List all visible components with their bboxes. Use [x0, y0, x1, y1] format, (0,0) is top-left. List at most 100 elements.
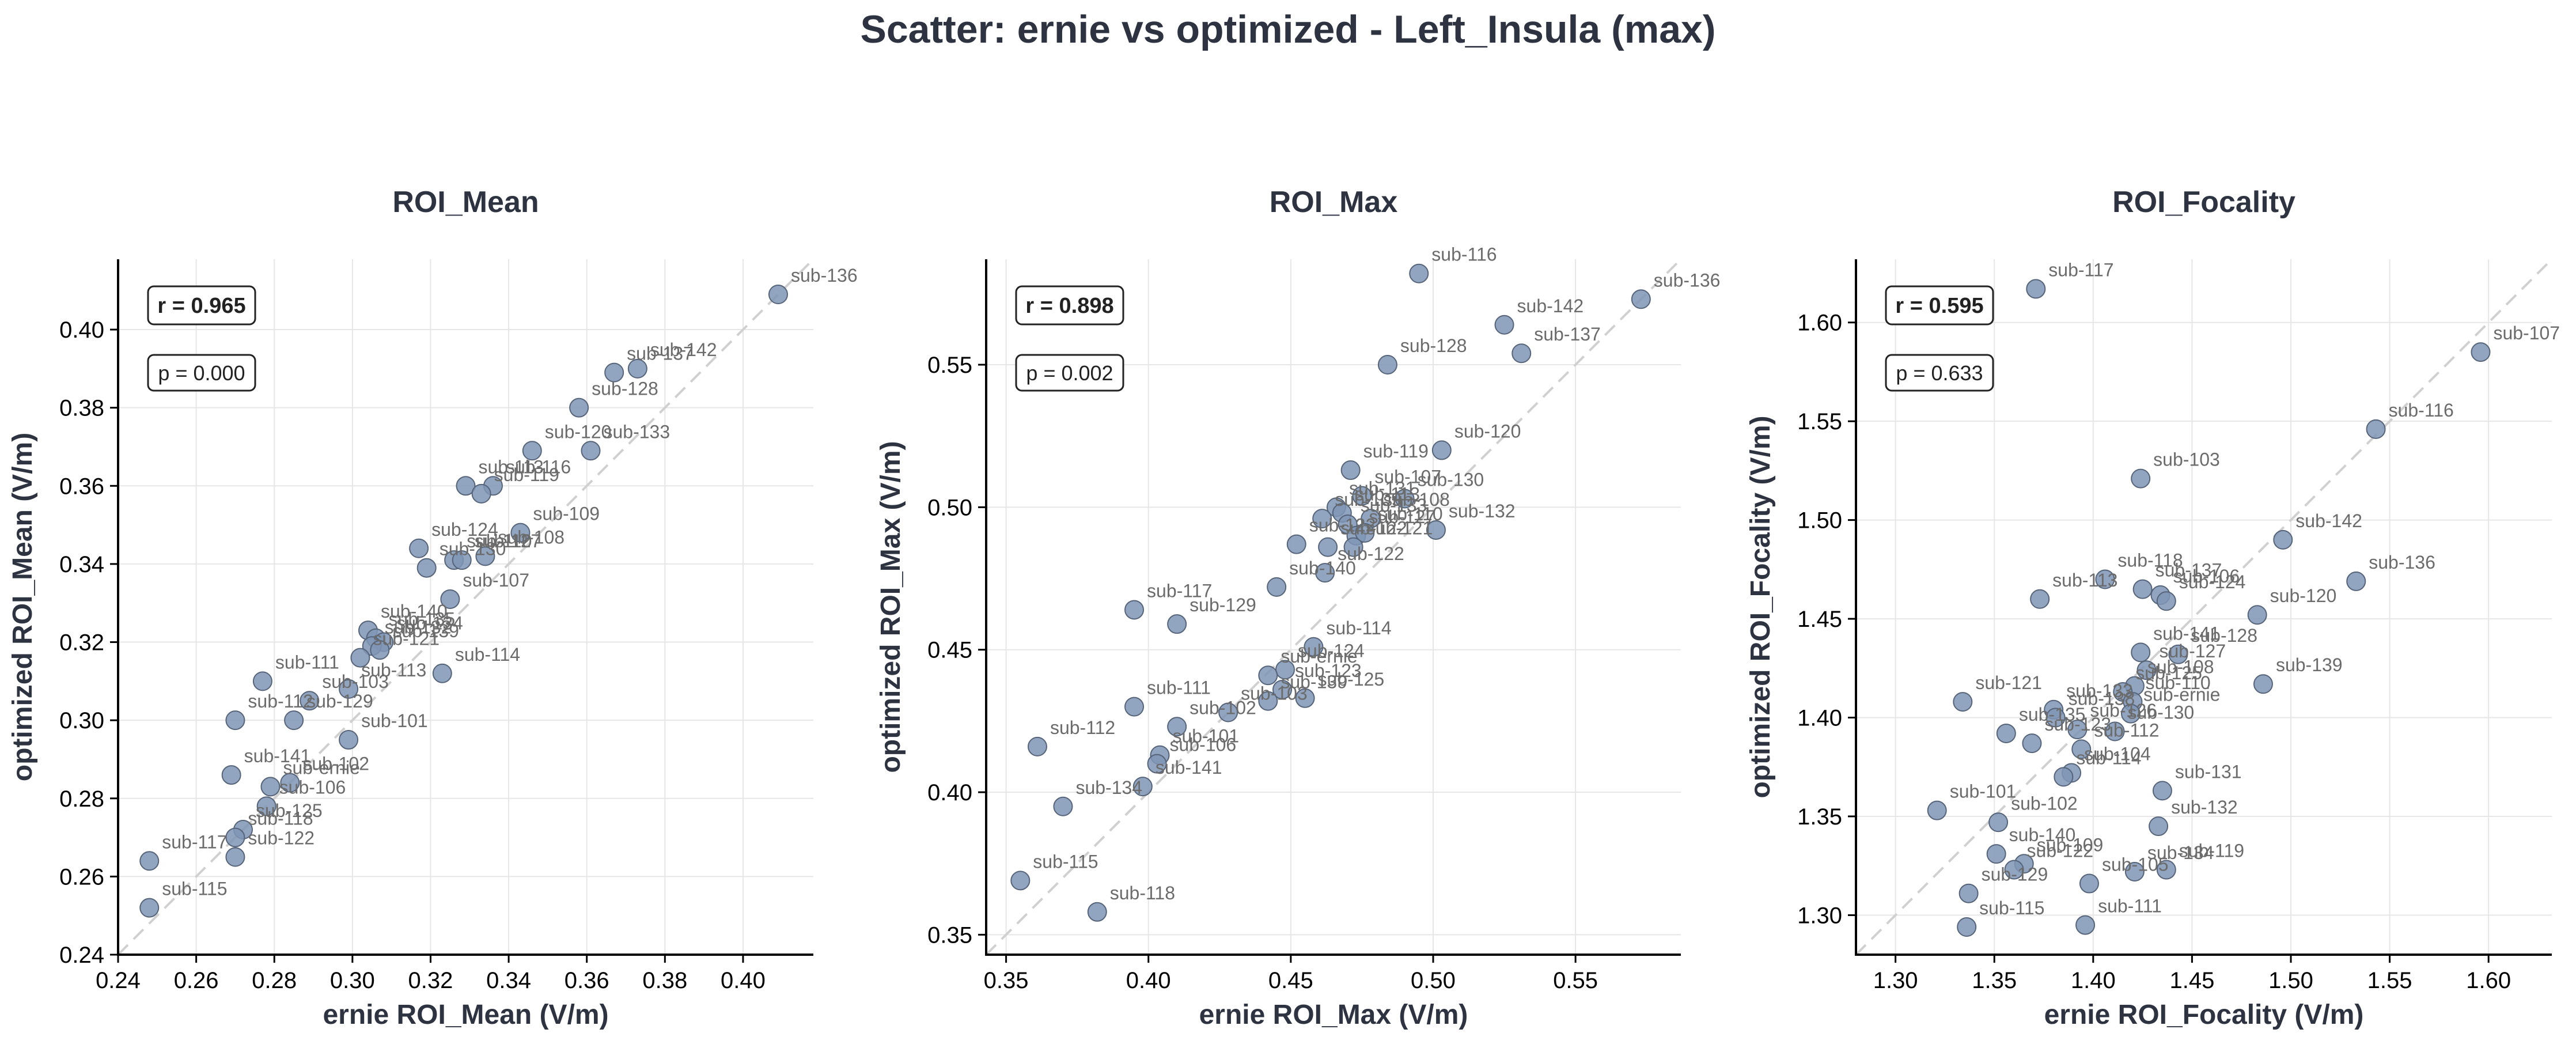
point-label: sub-128 — [2191, 625, 2257, 646]
p-value-label: p = 0.000 — [158, 361, 245, 385]
data-point — [1267, 577, 1287, 597]
chart-title: ROI_Max — [1270, 186, 1398, 219]
data-point — [1295, 688, 1315, 708]
y-tick-label: 1.30 — [1797, 903, 1842, 928]
x-tick-label: 0.36 — [565, 968, 609, 993]
point-label: sub-ernie — [283, 757, 359, 778]
y-tick-label: 0.34 — [59, 552, 104, 577]
data-point — [1431, 440, 1452, 460]
data-point — [1147, 754, 1167, 774]
data-point — [2071, 739, 2092, 759]
point-label: sub-131 — [2175, 761, 2242, 782]
point-label: sub-124 — [431, 519, 498, 540]
x-tick-label: 1.35 — [1972, 968, 2017, 993]
chart-title: ROI_Mean — [392, 186, 539, 219]
point-label: sub-122 — [1309, 515, 1376, 536]
data-point — [139, 851, 160, 871]
point-label: sub-119 — [2179, 841, 2244, 861]
x-tick-label: 0.40 — [1126, 968, 1171, 993]
data-point — [627, 358, 647, 379]
point-label: sub-111 — [2098, 896, 2162, 917]
point-label: sub-122 — [2027, 841, 2094, 861]
chart-title: ROI_Focality — [2112, 186, 2295, 219]
point-label: sub-108 — [2147, 657, 2214, 678]
y-tick-label: 0.40 — [59, 317, 104, 343]
data-point — [1218, 702, 1238, 722]
data-point — [256, 796, 276, 816]
point-label: sub-120 — [2270, 585, 2337, 606]
p-value-box — [1885, 354, 1994, 392]
data-point — [2079, 873, 2099, 894]
data-point — [471, 483, 491, 504]
point-label: sub-110 — [2145, 672, 2210, 693]
data-point — [1631, 289, 1651, 309]
y-tick-label: 0.55 — [927, 353, 972, 378]
point-label: sub-139 — [2276, 654, 2343, 675]
data-point — [1124, 600, 1145, 620]
x-tick-label: 0.40 — [721, 968, 766, 993]
point-label: sub-135 — [2019, 704, 2086, 725]
r-value-label: r = 0.898 — [1025, 294, 1113, 318]
data-point — [569, 398, 589, 418]
data-point — [2273, 529, 2293, 550]
point-label: sub-132 — [1449, 501, 1516, 521]
data-point — [456, 476, 476, 496]
point-label: sub-111 — [1147, 678, 1211, 698]
point-label: sub-132 — [385, 616, 452, 637]
data-point — [1027, 736, 1047, 756]
point-label: sub-114 — [1326, 618, 1391, 638]
point-label: sub-133 — [603, 421, 670, 442]
point-label: sub-130 — [440, 539, 506, 559]
x-tick-label: 0.32 — [408, 968, 453, 993]
data-point — [339, 730, 359, 750]
data-point — [2004, 860, 2024, 880]
point-label: sub-118 — [2117, 550, 2183, 570]
chart-panel-1: 0.24 0.26 0.28 0.30 0.32 0.34 0.36 0.38 0.40 0.24… — [7, 186, 858, 1030]
data-point — [1988, 812, 2009, 833]
point-label: sub-112 — [2094, 720, 2159, 740]
point-label: sub-124 — [2179, 572, 2246, 592]
x-tick-label: 0.45 — [1268, 968, 1313, 993]
point-label: sub-128 — [1400, 335, 1467, 356]
data-point — [1986, 844, 2006, 864]
data-point — [2152, 781, 2172, 801]
data-point — [1272, 679, 1293, 699]
x-tick-label: 0.35 — [984, 968, 1029, 993]
y-tick-label: 0.50 — [927, 495, 972, 520]
x-tick-label: 0.26 — [174, 968, 219, 993]
data-point — [1167, 614, 1187, 634]
y-tick-label: 1.50 — [1797, 508, 1842, 534]
point-label: sub-121 — [1366, 518, 1433, 539]
y-tick-label: 0.45 — [927, 638, 972, 663]
data-point — [2030, 589, 2050, 609]
point-label: sub-141 — [244, 746, 311, 766]
point-label: sub-125 — [2135, 663, 2202, 683]
point-label: sub-136 — [1654, 270, 1721, 290]
data-point — [510, 523, 531, 543]
point-label: sub-134 — [1075, 777, 1142, 798]
point-label: sub-102 — [1189, 697, 1256, 718]
data-point — [452, 550, 472, 570]
point-label: sub-108 — [498, 527, 565, 547]
r-value-box — [1015, 285, 1124, 326]
data-point — [768, 285, 788, 305]
data-point — [280, 773, 300, 793]
data-point — [1409, 263, 1429, 283]
data-point — [440, 589, 460, 609]
x-tick-label: 0.28 — [252, 968, 297, 993]
point-label: sub-115 — [162, 879, 227, 899]
data-point — [1124, 697, 1145, 717]
data-point — [225, 710, 245, 731]
point-label: sub-101 — [1173, 726, 1240, 747]
point-label: sub-106 — [279, 777, 346, 797]
data-point — [1343, 537, 1363, 557]
data-point — [1315, 563, 1335, 583]
point-label: sub-136 — [791, 265, 858, 286]
point-label: sub-107 — [1374, 467, 1441, 487]
point-label: sub-ernie — [1281, 646, 1357, 667]
y-axis-label: optimized ROI_Mean (V/m) — [7, 433, 38, 781]
point-label: sub-134 — [2147, 842, 2214, 863]
point-label: sub-124 — [1298, 640, 1365, 661]
x-tick-label: 0.38 — [642, 968, 687, 993]
point-label: sub-114 — [455, 644, 520, 665]
